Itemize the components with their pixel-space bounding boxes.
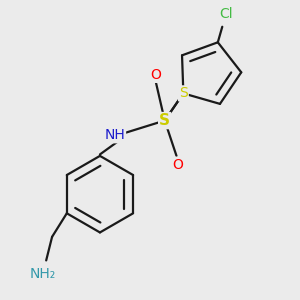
Text: Cl: Cl <box>219 7 233 21</box>
Text: O: O <box>151 68 161 82</box>
Text: S: S <box>159 113 170 128</box>
Text: NH₂: NH₂ <box>30 267 56 281</box>
Text: NH: NH <box>104 128 125 142</box>
Text: S: S <box>179 86 188 100</box>
Text: O: O <box>172 158 183 172</box>
